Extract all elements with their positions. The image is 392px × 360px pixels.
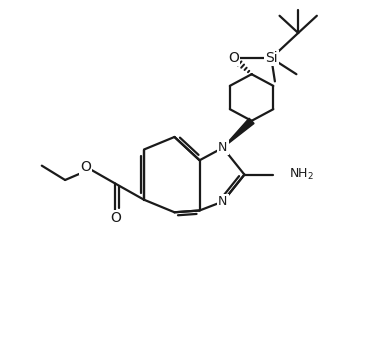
- Text: N: N: [218, 195, 228, 208]
- Text: Si: Si: [265, 51, 278, 65]
- Text: NH$_2$: NH$_2$: [289, 167, 314, 182]
- Text: N: N: [218, 141, 228, 154]
- Text: O: O: [110, 211, 121, 225]
- Text: O: O: [228, 51, 239, 65]
- Text: O: O: [80, 160, 91, 174]
- Polygon shape: [223, 118, 254, 148]
